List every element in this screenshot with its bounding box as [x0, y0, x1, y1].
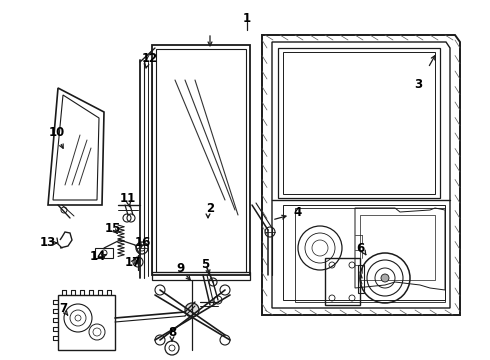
Text: 12: 12 [142, 51, 158, 64]
Circle shape [381, 274, 389, 282]
Text: 14: 14 [90, 251, 106, 264]
Text: 17: 17 [125, 256, 141, 269]
Text: 8: 8 [168, 327, 176, 339]
Text: 11: 11 [120, 192, 136, 204]
Text: 9: 9 [176, 261, 184, 274]
Bar [360, 215, 435, 280]
Bar [283, 205, 445, 300]
Text: 5: 5 [201, 258, 209, 271]
Text: 6: 6 [356, 242, 364, 255]
Text: 4: 4 [294, 206, 302, 219]
Bar [152, 272, 250, 280]
Bar [95, 248, 113, 258]
Bar [283, 52, 435, 194]
Circle shape [136, 260, 140, 264]
Bar [278, 48, 440, 198]
Text: 13: 13 [40, 235, 56, 248]
Circle shape [185, 303, 199, 317]
Text: 1: 1 [243, 12, 251, 24]
Text: 7: 7 [59, 302, 67, 315]
Text: 2: 2 [206, 202, 214, 215]
Bar [358, 265, 364, 293]
Text: 3: 3 [414, 78, 422, 91]
Text: 10: 10 [49, 126, 65, 139]
Text: 16: 16 [135, 235, 151, 248]
Text: 15: 15 [105, 221, 121, 234]
